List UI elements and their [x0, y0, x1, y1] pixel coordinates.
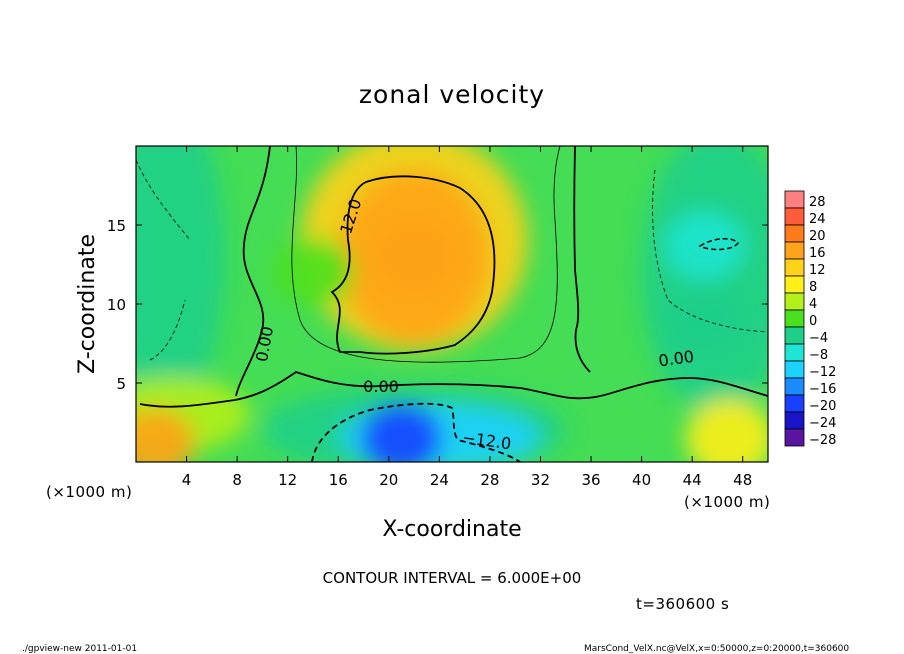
contour-line	[573, 146, 591, 373]
footer-right: MarsCond_VelX.nc@VelX,x=0:50000,z=0:2000…	[584, 644, 849, 654]
colorbar-label: −4	[809, 331, 828, 346]
x-tick-label: 28	[480, 471, 499, 489]
x-tick-label: 44	[683, 471, 702, 489]
colorbar-label: 8	[809, 280, 817, 295]
y-tick-label: 10	[107, 296, 126, 314]
contour-label: 0.00	[363, 377, 399, 396]
contour-line	[652, 169, 768, 333]
x-axis: 4 8 12 16 20 24 28 32 36 40 44 48	[182, 146, 752, 489]
contour-interval-text: CONTOUR INTERVAL = 6.000E+00	[323, 569, 582, 587]
colorbar-label: 0	[809, 314, 817, 329]
colorbar-swatch	[784, 343, 805, 362]
x-axis-title: X-coordinate	[382, 517, 521, 542]
x-unit-label-right: (×1000 m)	[684, 493, 770, 511]
colorbar-label: −8	[809, 348, 828, 363]
x-tick-label: 8	[232, 471, 242, 489]
y-axis-title: Z-coordinate	[75, 234, 100, 374]
colorbar-swatch	[784, 360, 805, 379]
colorbar-label: 16	[809, 246, 826, 261]
colorbar-swatch	[784, 326, 805, 345]
colorbar-swatch	[784, 411, 805, 430]
colorbar-swatch	[784, 258, 805, 277]
x-tick-label: 32	[531, 471, 550, 489]
contour-line	[235, 146, 271, 397]
x-tick-label: 4	[182, 471, 192, 489]
x-tick-label: 36	[581, 471, 600, 489]
colorbar-label: 4	[809, 297, 817, 312]
contour-line	[139, 371, 768, 408]
colorbar-label: −28	[809, 433, 836, 448]
y-axis: 5 10 15	[107, 217, 768, 393]
footer-left: ./gpview-new 2011-01-01	[22, 644, 137, 654]
field-region	[685, 398, 768, 462]
contour-line	[698, 238, 739, 251]
x-tick-label: 40	[632, 471, 651, 489]
contour-line	[291, 146, 561, 363]
colorbar-swatch	[784, 190, 805, 209]
colorbar-swatch	[784, 309, 805, 328]
field-region	[361, 403, 442, 462]
x-tick-label: 24	[430, 471, 449, 489]
x-tick-label: 16	[329, 471, 348, 489]
colorbar: 28 24 20 16 12 8 4 0 −4 −8 −12 −16 −20 −24 −28	[784, 190, 836, 448]
contour-line	[136, 159, 191, 361]
x-tick-label: 48	[733, 471, 752, 489]
chart-title: zonal velocity	[359, 80, 545, 109]
colorbar-label: 24	[809, 212, 826, 227]
colorbar-label: −20	[809, 399, 836, 414]
colorbar-swatch	[784, 241, 805, 260]
colorbar-swatch	[784, 428, 805, 447]
colorbar-swatch	[784, 394, 805, 413]
field-region	[272, 237, 354, 308]
colorbar-label: 12	[809, 263, 826, 278]
time-text: t=360600 s	[636, 595, 729, 613]
colorbar-label: −16	[809, 382, 836, 397]
colorbar-label: −12	[809, 365, 836, 380]
y-tick-label: 5	[116, 375, 126, 393]
x-unit-label-left: (×1000 m)	[46, 483, 132, 501]
colorbar-label: −24	[809, 416, 836, 431]
colorbar-swatch	[784, 207, 805, 226]
colorbar-label: 20	[809, 229, 826, 244]
field-region	[136, 408, 196, 462]
field-region	[136, 146, 225, 415]
colorbar-swatch	[784, 292, 805, 311]
colorbar-swatch	[784, 224, 805, 243]
colorbar-swatch	[784, 275, 805, 294]
colorbar-swatch	[784, 377, 805, 396]
plot-area	[136, 146, 768, 462]
y-tick-label: 15	[107, 217, 126, 235]
x-tick-label: 20	[379, 471, 398, 489]
x-tick-label: 12	[278, 471, 297, 489]
contour-label: 0.00	[657, 347, 695, 371]
field-region	[373, 221, 455, 292]
field-region	[664, 285, 746, 355]
contour-line	[311, 402, 521, 462]
field-region	[664, 210, 746, 281]
colorbar-label: 28	[809, 195, 826, 210]
contour-line	[330, 175, 496, 355]
